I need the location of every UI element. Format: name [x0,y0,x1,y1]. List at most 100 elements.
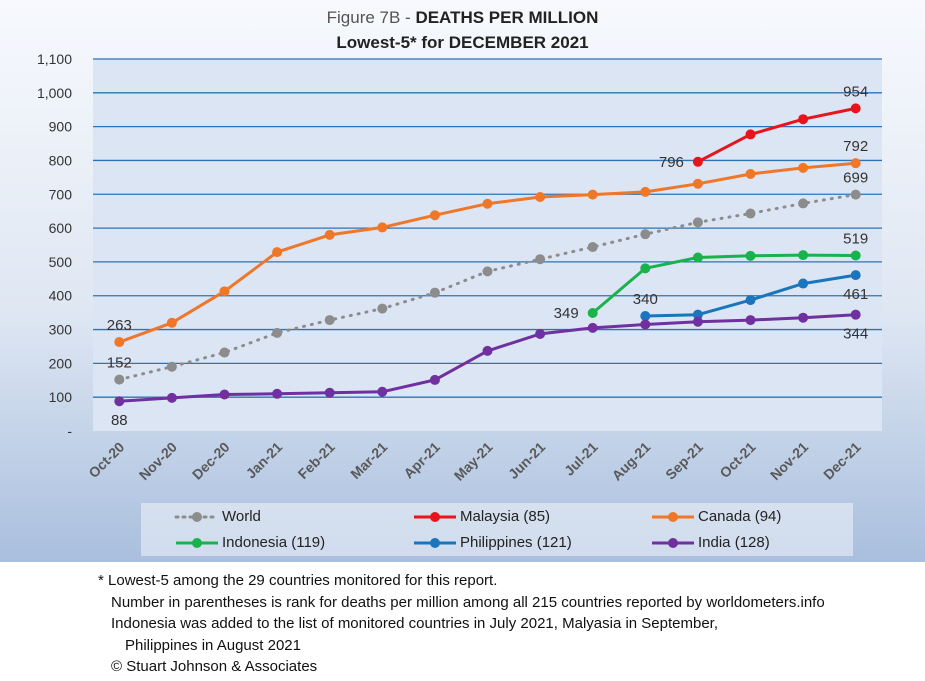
x-tick-label: Apr-21 [400,439,443,482]
data-label: 344 [843,326,868,343]
data-point-world [377,303,388,314]
data-point-canada [219,286,230,297]
data-point-canada [587,189,598,200]
y-tick-label: 900 [49,119,73,135]
footnote-2: Number in parentheses is rank for deaths… [111,593,825,611]
data-label: 461 [843,286,868,303]
y-tick-label: 400 [49,288,73,304]
data-label: 349 [554,305,579,322]
y-tick-label: - [67,423,72,439]
legend-marker-indonesia [176,538,218,548]
footnote-1: * Lowest-5 among the 29 countries monito… [98,572,498,589]
data-point-india [692,316,703,327]
data-point-world [482,266,493,277]
data-point-india [429,374,440,385]
footnotes: * Lowest-5 among the 29 countries monito… [98,570,825,678]
legend-item-canada: Canada (94) [650,507,850,527]
chart-title-prefix: Figure 7B - [326,8,416,27]
data-point-indonesia [798,250,809,261]
data-point-canada [692,178,703,189]
x-tick-label: Jun-21 [505,439,548,482]
data-point-philippines [745,295,756,306]
data-point-world [692,217,703,228]
data-label: 792 [843,138,868,155]
footnote-3: Indonesia was added to the list of monit… [111,615,719,632]
data-point-philippines [692,309,703,320]
data-label: 699 [843,170,868,187]
x-tick-label: Nov-20 [136,439,180,483]
y-tick-label: 300 [49,322,73,338]
legend-label-world: World [222,508,261,525]
data-point-india [587,322,598,333]
data-point-india [850,309,861,320]
data-point-world [850,189,861,200]
data-label: 796 [659,154,684,171]
legend-item-indonesia: Indonesia (119) [174,533,374,553]
x-tick-label: Oct-20 [85,439,127,481]
data-point-canada [745,168,756,179]
data-point-indonesia [850,250,861,261]
legend-item-malaysia: Malaysia (85) [412,507,612,527]
data-point-philippines [640,311,651,322]
data-point-canada [482,198,493,209]
data-label: 263 [107,317,132,334]
data-point-indonesia [640,263,651,274]
legend-marker-philippines [414,538,456,548]
data-point-canada [640,186,651,197]
data-point-india [535,328,546,339]
data-point-canada [114,337,125,348]
legend-marker-world [174,512,220,522]
data-point-world [429,287,440,298]
y-tick-label: 1,000 [37,85,72,101]
data-point-canada [272,247,283,258]
chart-subtitle: Lowest-5* for DECEMBER 2021 [336,33,589,52]
y-tick-label: 200 [49,355,73,371]
x-tick-label: Feb-21 [295,439,338,482]
plot-background [93,59,882,431]
data-label: 519 [843,230,868,247]
legend-marker-malaysia [414,512,456,522]
data-point-world [219,347,230,358]
data-point-india [272,388,283,399]
x-tick-label: Dec-20 [189,439,233,483]
x-tick-label: Dec-21 [820,439,864,483]
legend-marker-canada [652,512,694,522]
data-point-india [798,312,809,323]
legend-item-india: India (128) [650,533,850,553]
data-point-india [482,345,493,356]
data-point-indonesia [587,307,598,318]
data-point-india [377,386,388,397]
data-point-world [587,242,598,253]
data-label: 340 [633,291,658,308]
data-point-canada [850,158,861,169]
data-point-malaysia [850,103,861,114]
data-point-canada [429,210,440,221]
data-point-world [535,254,546,265]
data-label: 954 [843,83,868,100]
x-tick-label: Mar-21 [347,439,390,482]
data-point-canada [535,191,546,202]
data-point-philippines [798,278,809,289]
data-point-malaysia [692,156,703,167]
chart-title-main: DEATHS PER MILLION [415,8,599,27]
data-point-canada [377,222,388,233]
legend-label-malaysia: Malaysia (85) [460,508,551,525]
y-tick-label: 700 [49,186,73,202]
data-label: 88 [111,412,128,429]
chart-area: Figure 7B - DEATHS PER MILLION Lowest-5*… [0,0,925,562]
data-point-india [114,396,125,407]
data-point-india [324,387,335,398]
data-point-india [640,319,651,330]
x-tick-label: Sep-21 [662,439,706,483]
data-point-world [324,315,335,326]
y-tick-label: 100 [49,389,73,405]
legend-marker-india [652,538,694,548]
data-point-world [798,198,809,209]
data-point-philippines [850,270,861,281]
data-point-canada [166,317,177,328]
legend-item-world: World [174,507,374,527]
x-tick-label: May-21 [451,439,496,484]
data-point-world [272,327,283,338]
y-tick-label: 500 [49,254,73,270]
legend-label-canada: Canada (94) [698,508,782,525]
